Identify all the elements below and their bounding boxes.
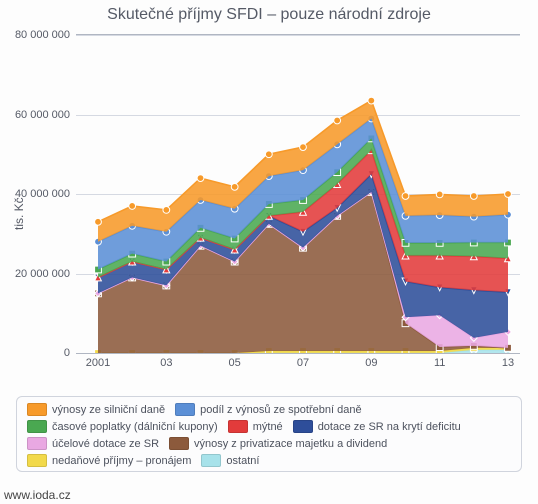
x-tick-label: 07 xyxy=(297,353,309,369)
legend-label: mýtné xyxy=(253,421,283,433)
legend-swatch xyxy=(169,437,189,450)
marker-silnicni_dan xyxy=(129,203,136,210)
legend-item-privatizace[interactable]: výnosy z privatizace majetku a dividend xyxy=(169,437,387,450)
legend-swatch xyxy=(27,403,47,416)
marker-silnicni_dan xyxy=(402,193,409,200)
marker-silnicni_dan xyxy=(334,117,341,124)
legend-swatch xyxy=(27,420,47,433)
x-tick-label: 03 xyxy=(160,353,172,369)
chart-title: Skutečné příjmy SFDI – pouze národní zdr… xyxy=(0,0,538,24)
source-footer: www.ioda.cz xyxy=(4,488,71,502)
legend-swatch xyxy=(228,420,248,433)
legend-item-mytne[interactable]: mýtné xyxy=(228,420,283,433)
legend-swatch xyxy=(293,420,313,433)
legend-item-pronajem[interactable]: nedaňové příjmy – pronájem xyxy=(27,454,191,467)
marker-silnicni_dan xyxy=(470,193,477,200)
x-tick-label: 11 xyxy=(434,353,445,369)
legend-item-deficit[interactable]: dotace ze SR na krytí deficitu xyxy=(293,420,461,433)
legend-item-ucelove[interactable]: účelové dotace ze SR xyxy=(27,437,159,450)
marker-silnicni_dan xyxy=(505,191,512,198)
y-tick-label: 80 000 000 xyxy=(15,29,76,41)
marker-silnicni_dan xyxy=(265,151,272,158)
marker-silnicni_dan xyxy=(436,191,443,198)
legend: výnosy ze silniční daně podíl z výnosů ze… xyxy=(16,396,522,472)
y-tick-label: 0 xyxy=(64,347,76,359)
legend-label: výnosy ze silniční daně xyxy=(52,404,165,416)
chart-container: Skutečné příjmy SFDI – pouze národní zdr… xyxy=(0,0,538,504)
marker-silnicni_dan xyxy=(300,144,307,151)
legend-label: účelové dotace ze SR xyxy=(52,438,159,450)
legend-label: ostatní xyxy=(226,455,259,467)
legend-label: nedaňové příjmy – pronájem xyxy=(52,455,191,467)
legend-label: výnosy z privatizace majetku a dividend xyxy=(194,438,387,450)
legend-item-ostatni[interactable]: ostatní xyxy=(201,454,259,467)
stacked-area-svg xyxy=(76,35,520,353)
marker-silnicni_dan xyxy=(231,183,238,190)
legend-label: časové poplatky (dálniční kupony) xyxy=(52,421,218,433)
legend-item-silnicni_dan[interactable]: výnosy ze silniční daně xyxy=(27,403,165,416)
x-tick-label: 2001 xyxy=(86,353,110,369)
legend-label: podíl z výnosů ze spotřební daně xyxy=(200,404,361,416)
marker-silnicni_dan xyxy=(197,175,204,182)
y-tick-label: 60 000 000 xyxy=(15,109,76,121)
legend-swatch xyxy=(201,454,221,467)
legend-item-kupony[interactable]: časové poplatky (dálniční kupony) xyxy=(27,420,218,433)
x-tick-label: 09 xyxy=(365,353,377,369)
plot-area: 020 000 00040 000 00060 000 00080 000 00… xyxy=(76,34,520,354)
x-tick-label: 13 xyxy=(502,353,514,369)
y-tick-label: 40 000 000 xyxy=(15,188,76,200)
legend-swatch xyxy=(27,437,47,450)
legend-label: dotace ze SR na krytí deficitu xyxy=(318,421,461,433)
marker-silnicni_dan xyxy=(368,97,375,104)
y-tick-label: 20 000 000 xyxy=(15,268,76,280)
x-tick-label: 05 xyxy=(229,353,241,369)
marker-silnicni_dan xyxy=(163,207,170,214)
legend-swatch xyxy=(175,403,195,416)
legend-swatch xyxy=(27,454,47,467)
legend-item-spotrebni_dan[interactable]: podíl z výnosů ze spotřební daně xyxy=(175,403,361,416)
marker-silnicni_dan xyxy=(95,218,102,225)
y-axis-label: tis. Kč xyxy=(12,197,26,230)
